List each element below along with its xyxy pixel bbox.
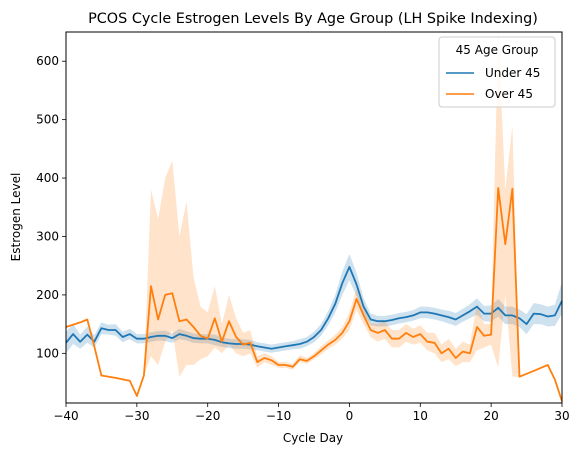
x-tick-label: −40 (53, 409, 78, 423)
chart-title: PCOS Cycle Estrogen Levels By Age Group … (88, 11, 538, 27)
x-tick-label: −10 (266, 409, 291, 423)
legend-label-over-45: Over 45 (485, 87, 533, 101)
x-tick-label: 20 (484, 409, 499, 423)
y-tick-label: 400 (36, 171, 59, 185)
series-line-over-45 (66, 188, 562, 401)
y-tick-label: 500 (36, 113, 59, 127)
y-tick-label: 100 (36, 346, 59, 360)
legend-label-under-45: Under 45 (485, 66, 540, 80)
x-tick-label: 10 (413, 409, 428, 423)
plot-area (66, 188, 562, 401)
x-axis: −40 −30 −20 −10 0 10 20 30 (53, 403, 569, 423)
x-axis-label: Cycle Day (283, 431, 343, 445)
x-tick-label: −20 (195, 409, 220, 423)
x-tick-label: 0 (346, 409, 354, 423)
x-tick-label: 30 (554, 409, 569, 423)
y-tick-label: 200 (36, 288, 59, 302)
legend: 45 Age Group Under 45 Over 45 (439, 37, 555, 107)
x-tick-label: −30 (124, 409, 149, 423)
legend-title: 45 Age Group (456, 43, 539, 57)
y-axis: 100 200 300 400 500 600 (36, 54, 66, 360)
y-axis-label: Estrogen Level (9, 173, 23, 262)
y-tick-label: 300 (36, 229, 59, 243)
y-tick-label: 600 (36, 54, 59, 68)
